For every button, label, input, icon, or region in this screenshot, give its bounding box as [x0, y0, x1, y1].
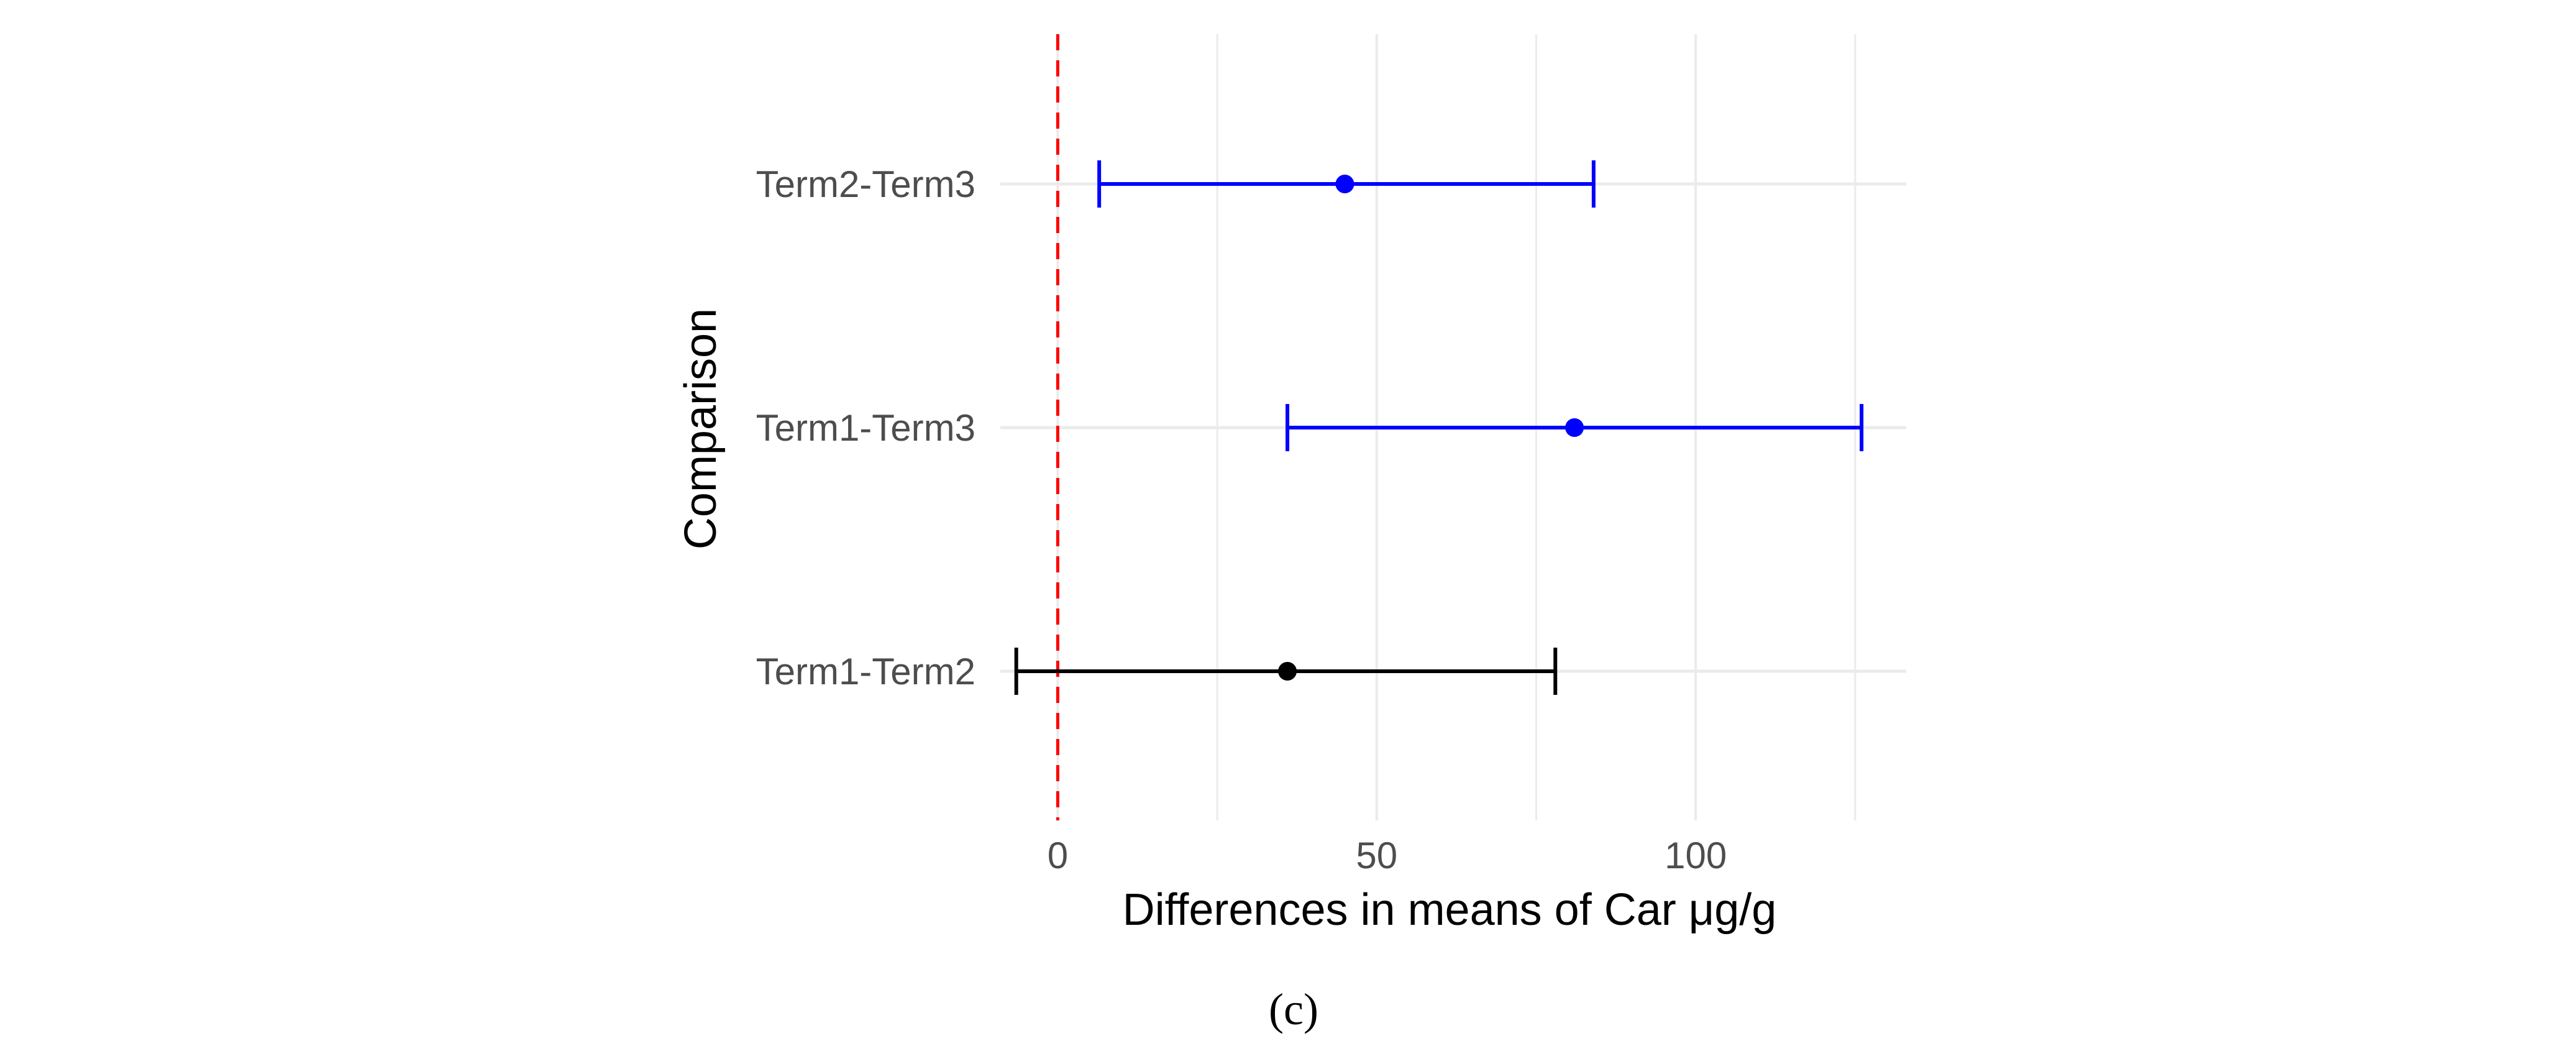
- estimate-point: [1335, 175, 1354, 193]
- x-tick-label: 0: [1048, 835, 1068, 876]
- estimate-point: [1278, 662, 1297, 681]
- x-tick-label: 50: [1356, 835, 1397, 876]
- panel-label: (c): [1269, 984, 1318, 1034]
- data-series: [1014, 160, 1864, 695]
- y-axis-title: Comparison: [676, 308, 726, 549]
- estimate-point: [1565, 418, 1584, 437]
- errorbar-term1-term3: [1286, 404, 1864, 451]
- errorbar-term1-term2: [1014, 648, 1558, 695]
- y-tick-label: Term2-Term3: [756, 163, 975, 205]
- y-tick-label: Term1-Term3: [756, 407, 975, 449]
- x-axis-title: Differences in means of Car μg/g: [1123, 885, 1777, 935]
- y-tick-label: Term1-Term2: [756, 651, 975, 692]
- x-tick-label: 100: [1665, 835, 1727, 876]
- errorbar-term2-term3: [1097, 160, 1596, 208]
- y-axis-tick-labels: Term1-Term2 Term1-Term3 Term2-Term3: [756, 163, 975, 692]
- x-axis-tick-labels: 0 50 100: [1048, 835, 1727, 876]
